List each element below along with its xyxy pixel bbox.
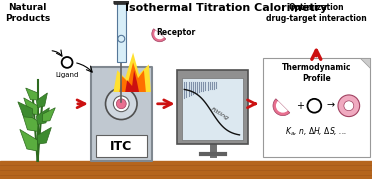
Wedge shape [154, 30, 164, 39]
Polygon shape [22, 112, 38, 131]
Text: +: + [296, 101, 304, 111]
Text: Fitting: Fitting [210, 107, 230, 121]
Circle shape [344, 101, 354, 111]
Polygon shape [36, 93, 47, 108]
Circle shape [105, 88, 137, 120]
Polygon shape [113, 53, 151, 92]
Bar [91, 67, 152, 161]
Bar [263, 58, 370, 157]
Text: →: → [326, 101, 334, 111]
Wedge shape [152, 29, 166, 42]
Text: Receptor: Receptor [157, 28, 196, 37]
Bar [0, 161, 372, 179]
Text: Isothermal Titration Calorimetry: Isothermal Titration Calorimetry [125, 3, 328, 13]
Bar [96, 135, 147, 157]
Polygon shape [359, 58, 370, 68]
Text: Natural
Products: Natural Products [5, 3, 50, 23]
Polygon shape [42, 108, 55, 122]
Text: Optimization
drug-target interaction: Optimization drug-target interaction [266, 3, 367, 23]
Wedge shape [276, 101, 288, 113]
Circle shape [338, 95, 359, 117]
Bar [182, 78, 243, 140]
Text: Ligand: Ligand [56, 72, 79, 78]
Bar [117, 3, 126, 62]
Polygon shape [20, 129, 37, 151]
Circle shape [116, 99, 126, 109]
Polygon shape [26, 88, 37, 100]
Wedge shape [273, 99, 290, 116]
Circle shape [113, 96, 129, 112]
Bar [177, 70, 248, 144]
Polygon shape [119, 62, 146, 92]
Text: Thermodynamic
Profile: Thermodynamic Profile [282, 63, 351, 83]
Polygon shape [24, 98, 38, 115]
Text: ITC: ITC [110, 140, 132, 153]
Polygon shape [125, 70, 139, 92]
Polygon shape [37, 127, 51, 144]
Polygon shape [36, 108, 50, 125]
Text: $K_a$, $n$, $\Delta H$, $\Delta S$, ...: $K_a$, $n$, $\Delta H$, $\Delta S$, ... [285, 125, 347, 138]
Polygon shape [18, 102, 33, 118]
FancyBboxPatch shape [114, 0, 129, 4]
